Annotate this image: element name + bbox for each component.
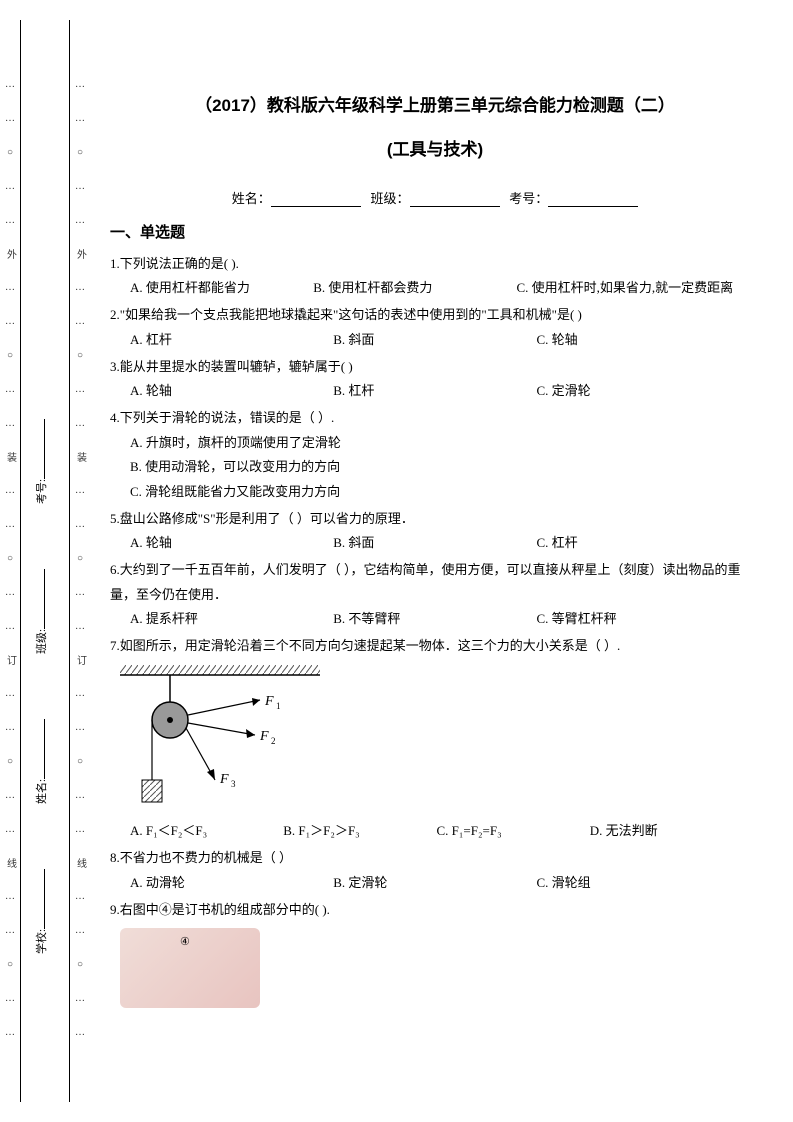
section-1-heading: 一、单选题: [110, 219, 760, 248]
question-9: 9.右图中④是订书机的组成部分中的( ).: [110, 898, 760, 1009]
student-info-line: 姓名： 班级： 考号：: [110, 187, 760, 212]
title-main: （2017）教科版六年级科学上册第三单元综合能力检测题（二）: [110, 90, 760, 122]
q5-options: A. 轮轴 B. 斜面 C. 杠杆: [110, 531, 760, 556]
q7-opt-d: D. 无法判断: [590, 819, 740, 844]
stapler-image: [120, 928, 260, 1008]
q7-stem: 7.如图所示，用定滑轮沿着三个不同方向匀速提起某一物体．这三个力的大小关系是（ …: [110, 634, 760, 659]
question-5: 5.盘山公路修成"S"形是利用了（ ）可以省力的原理． A. 轮轴 B. 斜面 …: [110, 507, 760, 556]
q3-options: A. 轮轴 B. 杠杆 C. 定滑轮: [110, 379, 760, 404]
binding-dots-right: … … ○ … … 外 … … ○ … … 装 … … ○ … … 订 … … …: [70, 20, 90, 1102]
name-label: 姓名:: [36, 779, 48, 804]
title-sub: (工具与技术): [110, 134, 760, 166]
svg-text:F: F: [259, 729, 269, 744]
svg-text:F: F: [219, 772, 229, 787]
info-name-blank[interactable]: [271, 193, 361, 207]
svg-text:2: 2: [271, 736, 276, 746]
question-1: 1.下列说法正确的是( ). A. 使用杠杆都能省力 B. 使用杠杆都会费力 C…: [110, 252, 760, 301]
q1-stem: 1.下列说法正确的是( ).: [110, 252, 760, 277]
school-field: 学校:: [33, 814, 49, 954]
name-field: 姓名:: [33, 664, 49, 804]
q6-opt-b: B. 不等臂秤: [333, 607, 533, 632]
q4-opt-c: C. 滑轮组既能省力又能改变用力方向: [130, 480, 760, 505]
pulley-diagram-svg: F1 F2 F3: [120, 665, 320, 805]
school-label: 学校:: [36, 929, 48, 954]
info-class-label: 班级：: [370, 191, 409, 206]
info-class-blank[interactable]: [410, 193, 500, 207]
q2-options: A. 杠杆 B. 斜面 C. 轮轴: [110, 328, 760, 353]
q2-opt-c: C. 轮轴: [537, 328, 737, 353]
q5-stem: 5.盘山公路修成"S"形是利用了（ ）可以省力的原理．: [110, 507, 760, 532]
binding-margin: … … ○ … … 外 … … ○ … … 装 … … ○ … … 订 … … …: [0, 20, 90, 1102]
q4-opt-b: B. 使用动滑轮，可以改变用力的方向: [130, 455, 760, 480]
question-6: 6.大约到了一千五百年前，人们发明了（ ），它结构简单，使用方便，可以直接从秤星…: [110, 558, 760, 632]
q4-options: A. 升旗时，旗杆的顶端使用了定滑轮 B. 使用动滑轮，可以改变用力的方向 C.…: [110, 431, 760, 505]
question-7: 7.如图所示，用定滑轮沿着三个不同方向匀速提起某一物体．这三个力的大小关系是（ …: [110, 634, 760, 844]
svg-text:1: 1: [276, 701, 281, 711]
q7-opt-c: C. F₁=F₂=F₃: [437, 819, 587, 844]
q8-opt-c: C. 滑轮组: [537, 871, 737, 896]
q5-opt-b: B. 斜面: [333, 531, 533, 556]
q7-options: A. F₁＜F₂＜F₃ B. F₁＞F₂＞F₃ C. F₁=F₂=F₃ D. 无…: [110, 819, 760, 844]
question-2: 2."如果给我一个支点我能把地球撬起来"这句话的表述中使用到的"工具和机械"是(…: [110, 303, 760, 352]
info-name-label: 姓名：: [232, 191, 271, 206]
q4-opt-a: A. 升旗时，旗杆的顶端使用了定滑轮: [130, 431, 760, 456]
q5-opt-c: C. 杠杆: [537, 531, 737, 556]
q7-opt-a: A. F₁＜F₂＜F₃: [130, 819, 280, 844]
q1-opt-c: C. 使用杠杆时,如果省力,就一定费距离: [517, 276, 757, 301]
examno-label: 考号:: [36, 479, 48, 504]
q8-stem: 8.不省力也不费力的机械是（ ）: [110, 846, 760, 871]
q3-opt-b: B. 杠杆: [333, 379, 533, 404]
q2-stem: 2."如果给我一个支点我能把地球撬起来"这句话的表述中使用到的"工具和机械"是(…: [110, 303, 760, 328]
exam-content: （2017）教科版六年级科学上册第三单元综合能力检测题（二） (工具与技术) 姓…: [110, 90, 760, 1014]
q3-opt-a: A. 轮轴: [130, 379, 330, 404]
q8-options: A. 动滑轮 B. 定滑轮 C. 滑轮组: [110, 871, 760, 896]
class-field: 班级:: [33, 514, 49, 654]
q6-stem: 6.大约到了一千五百年前，人们发明了（ ），它结构简单，使用方便，可以直接从秤星…: [110, 558, 760, 607]
q1-opt-a: A. 使用杠杆都能省力: [130, 276, 310, 301]
q7-diagram: F1 F2 F3: [120, 665, 760, 814]
binding-side-fields: 学校: 姓名: 班级: 考号:: [20, 20, 70, 1102]
q4-stem: 4.下列关于滑轮的说法，错误的是（ ）.: [110, 406, 760, 431]
q8-opt-a: A. 动滑轮: [130, 871, 330, 896]
question-8: 8.不省力也不费力的机械是（ ） A. 动滑轮 B. 定滑轮 C. 滑轮组: [110, 846, 760, 895]
q9-stem: 9.右图中④是订书机的组成部分中的( ).: [110, 898, 760, 923]
svg-text:3: 3: [231, 779, 236, 789]
q2-opt-a: A. 杠杆: [130, 328, 330, 353]
info-exam-blank[interactable]: [548, 193, 638, 207]
question-3: 3.能从井里提水的装置叫辘轳，辘轳属于( ) A. 轮轴 B. 杠杆 C. 定滑…: [110, 355, 760, 404]
q1-opt-b: B. 使用杠杆都会费力: [313, 276, 513, 301]
examno-field: 考号:: [33, 364, 49, 504]
q3-opt-c: C. 定滑轮: [537, 379, 737, 404]
q8-opt-b: B. 定滑轮: [333, 871, 533, 896]
binding-dots-left: … … ○ … … 外 … … ○ … … 装 … … ○ … … 订 … … …: [0, 20, 20, 1102]
q5-opt-a: A. 轮轴: [130, 531, 330, 556]
q6-opt-a: A. 提系杆秤: [130, 607, 330, 632]
q7-opt-b: B. F₁＞F₂＞F₃: [283, 819, 433, 844]
svg-text:F: F: [264, 694, 274, 709]
q6-opt-c: C. 等臂杠杆秤: [537, 607, 737, 632]
q1-options: A. 使用杠杆都能省力 B. 使用杠杆都会费力 C. 使用杠杆时,如果省力,就一…: [110, 276, 760, 301]
q3-stem: 3.能从井里提水的装置叫辘轳，辘轳属于( ): [110, 355, 760, 380]
info-exam-label: 考号：: [509, 191, 548, 206]
q2-opt-b: B. 斜面: [333, 328, 533, 353]
class-label: 班级:: [36, 629, 48, 654]
question-4: 4.下列关于滑轮的说法，错误的是（ ）. A. 升旗时，旗杆的顶端使用了定滑轮 …: [110, 406, 760, 505]
q6-options: A. 提系杆秤 B. 不等臂秤 C. 等臂杠杆秤: [110, 607, 760, 632]
